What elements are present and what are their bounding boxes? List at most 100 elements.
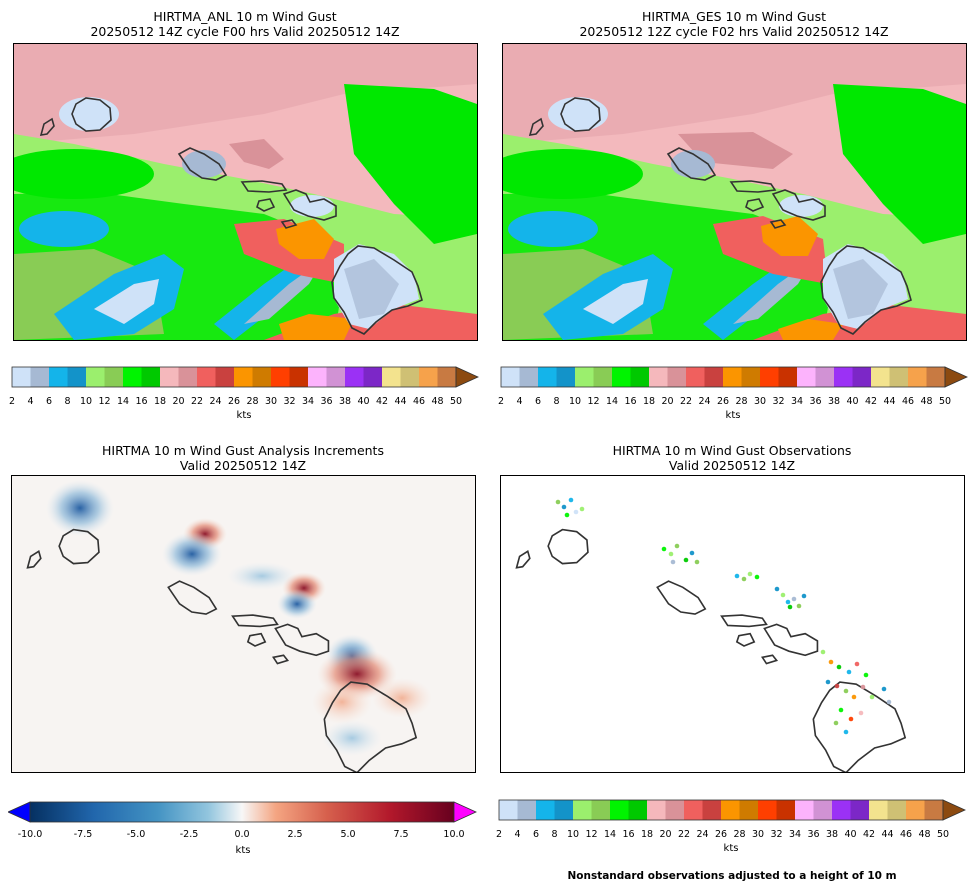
colorbar-tick-label: 16 — [624, 396, 637, 407]
obs-station-point — [828, 659, 834, 665]
colorbar-swatch — [869, 800, 888, 820]
colorbar-swatch — [758, 800, 777, 820]
colorbar-swatch — [554, 800, 574, 820]
colorbar-swatch — [889, 367, 909, 387]
obs-station-point — [734, 573, 740, 579]
colorbar-tick-label: 48 — [431, 396, 444, 407]
colorbar-tick-label: 34 — [790, 396, 804, 407]
colorbar-swatch — [739, 800, 759, 820]
colorbar-swatch — [30, 367, 50, 387]
colorbar-tick-label: 28 — [735, 396, 748, 407]
colorbar-tick-label: 18 — [640, 829, 654, 840]
anl-title-line2: 20250512 14Z cycle F00 hrs Valid 2025051… — [90, 24, 400, 39]
inc-colorbar-tick-label: -7.5 — [73, 829, 93, 840]
colorbar-tick-label: 24 — [698, 396, 711, 407]
colorbar-swatch — [852, 367, 872, 387]
colorbar-tick-label: 22 — [677, 829, 691, 840]
obs-colorbar-swatches — [498, 799, 966, 821]
colorbar-tick-label: 14 — [116, 396, 130, 407]
colorbar-tick-label: 32 — [772, 396, 785, 407]
colorbar-tick-label: 50 — [936, 829, 950, 840]
obs-station-point — [780, 592, 786, 598]
colorbar-swatch — [704, 367, 724, 387]
colorbar-tick-label: 20 — [659, 829, 672, 840]
colorbar-swatch — [926, 367, 946, 387]
colorbar-tick-label: 38 — [338, 396, 352, 407]
colorbar-tick-label: 26 — [227, 396, 241, 407]
colorbar-tick-label: 24 — [209, 396, 222, 407]
colorbar-swatch — [499, 800, 518, 820]
inc-colorbar-extend-high — [453, 801, 477, 823]
colorbar-swatch — [104, 367, 124, 387]
obs-colorbar — [497, 799, 967, 827]
colorbar-tick-label: 14 — [603, 829, 617, 840]
colorbar-swatch — [289, 367, 309, 387]
anl-colorbar-swatches — [11, 366, 479, 388]
colorbar-extend-arrow — [944, 366, 968, 388]
obs-station-point — [561, 504, 567, 510]
colorbar-tick-label: 44 — [394, 396, 407, 407]
colorbar-tick-label: 18 — [153, 396, 167, 407]
obs-station-point — [670, 559, 676, 565]
obs-station-point — [564, 512, 570, 518]
inc-colorbar-tick-label: -5.0 — [126, 829, 146, 840]
colorbar-tick-label: 2 — [497, 396, 505, 407]
colorbar-swatch — [419, 367, 438, 387]
colorbar-swatch — [12, 367, 31, 387]
colorbar-tick-label: 6 — [534, 396, 542, 407]
obs-station-point — [825, 679, 831, 685]
colorbar-swatch — [647, 800, 666, 820]
obs-station-point — [796, 603, 802, 609]
colorbar-swatch — [437, 367, 457, 387]
colorbar-tick-label: 20 — [661, 396, 674, 407]
colorbar-tick-label: 8 — [553, 396, 560, 407]
colorbar-swatch — [684, 800, 703, 820]
colorbar-tick-label: 24 — [696, 829, 709, 840]
colorbar-tick-label: 26 — [714, 829, 728, 840]
colorbar-swatch — [667, 367, 687, 387]
colorbar-swatch — [778, 367, 798, 387]
colorbar-swatch — [573, 800, 592, 820]
colorbar-tick-label: 48 — [918, 829, 931, 840]
colorbar-swatch — [160, 367, 179, 387]
obs-station-point — [846, 669, 852, 675]
colorbar-tick-label: 16 — [622, 829, 635, 840]
obs-station-point — [694, 559, 700, 565]
colorbar-swatch — [797, 367, 816, 387]
colorbar-tick-label: 4 — [27, 396, 34, 407]
colorbar-swatch — [400, 367, 420, 387]
colorbar-swatch — [556, 367, 576, 387]
colorbar-tick-label: 20 — [172, 396, 185, 407]
inc-colorbar-tick-label: 5.0 — [340, 829, 356, 840]
colorbar-tick-label: 36 — [809, 396, 822, 407]
colorbar-tick-label: 18 — [642, 396, 656, 407]
ges-colorbar-units: kts — [725, 410, 741, 421]
colorbar-swatch — [832, 800, 851, 820]
colorbar-swatch — [326, 367, 346, 387]
inc-title-line1: HIRTMA 10 m Wind Gust Analysis Increment… — [102, 443, 384, 458]
obs-title-line2: Valid 20250512 14Z — [668, 458, 796, 473]
colorbar-swatch — [686, 367, 705, 387]
inc-colorbar-tick-label: 2.5 — [287, 829, 303, 840]
colorbar-tick-label: 10 — [568, 396, 582, 407]
obs-station-point — [791, 596, 797, 602]
colorbar-tick-label: 8 — [551, 829, 558, 840]
colorbar-tick-label: 40 — [357, 396, 370, 407]
inc-colorbar-tick-label: -2.5 — [179, 829, 199, 840]
obs-station-point — [863, 672, 869, 678]
colorbar-tick-label: 42 — [862, 829, 876, 840]
colorbar-swatch — [308, 367, 327, 387]
colorbar-tick-label: 34 — [301, 396, 315, 407]
colorbar-tick-label: 26 — [716, 396, 730, 407]
colorbar-swatch — [610, 800, 629, 820]
obs-station-point — [834, 683, 840, 689]
colorbar-tick-label: 12 — [587, 396, 600, 407]
colorbar-tick-label: 38 — [827, 396, 841, 407]
inc-colorbar-units: kts — [235, 845, 251, 856]
colorbar-tick-label: 38 — [825, 829, 839, 840]
colorbar-swatch — [123, 367, 142, 387]
obs-station-point — [747, 571, 753, 577]
inc-colorbar-tick-label: 7.5 — [393, 829, 409, 840]
colorbar-tick-label: 14 — [605, 396, 619, 407]
colorbar-swatch — [741, 367, 761, 387]
